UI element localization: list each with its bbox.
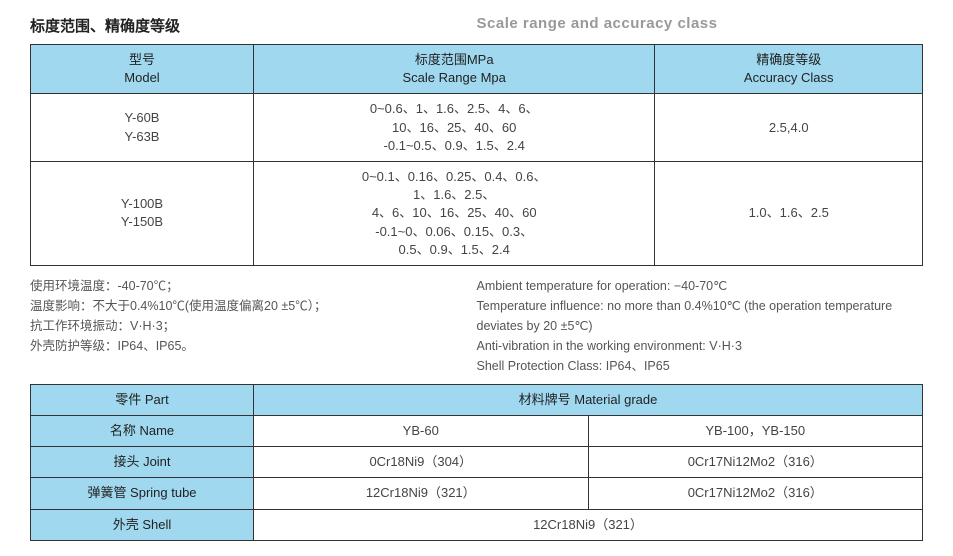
- table-row: 接头 Joint 0Cr18Ni9（304） 0Cr17Ni12Mo2（316）: [31, 447, 923, 478]
- header-accuracy-en: Accuracy Class: [663, 69, 914, 87]
- header-yb60: YB-60: [254, 416, 589, 447]
- notes-section: 使用环境温度：-40-70℃； 温度影响：不大于0.4%10℃(使用温度偏离20…: [30, 276, 923, 376]
- title-cn: 标度范围、精确度等级: [30, 15, 477, 36]
- notes-en: Ambient temperature for operation: −40-7…: [477, 276, 924, 376]
- cell-range: 0~0.6、1、1.6、2.5、4、6、 10、16、25、40、60 -0.1…: [254, 94, 655, 162]
- table-row: 外壳 Shell 12Cr18Ni9（321）: [31, 509, 923, 540]
- header-range: 标度范围MPa Scale Range Mpa: [254, 45, 655, 94]
- header-material: 材料牌号 Material grade: [254, 384, 923, 415]
- material-table: 零件 Part 材料牌号 Material grade 名称 Name YB-6…: [30, 384, 923, 541]
- cell-part: 弹簧管 Spring tube: [31, 478, 254, 509]
- section-titles: 标度范围、精确度等级 Scale range and accuracy clas…: [30, 15, 923, 36]
- note-line: 抗工作环境振动：V·H·3；: [30, 316, 457, 336]
- note-line: Shell Protection Class: IP64、IP65: [477, 356, 904, 376]
- table-row: 弹簧管 Spring tube 12Cr18Ni9（321） 0Cr17Ni12…: [31, 478, 923, 509]
- cell-yb100: 0Cr17Ni12Mo2（316）: [588, 447, 923, 478]
- note-line: 使用环境温度：-40-70℃；: [30, 276, 457, 296]
- header-range-cn: 标度范围MPa: [262, 51, 646, 69]
- cell-part: 接头 Joint: [31, 447, 254, 478]
- cell-yb60: 12Cr18Ni9（321）: [254, 478, 589, 509]
- cell-yb60: 0Cr18Ni9（304）: [254, 447, 589, 478]
- title-en: Scale range and accuracy class: [477, 15, 924, 36]
- header-accuracy: 精确度等级 Accuracy Class: [655, 45, 923, 94]
- notes-cn: 使用环境温度：-40-70℃； 温度影响：不大于0.4%10℃(使用温度偏离20…: [30, 276, 477, 376]
- header-model-en: Model: [39, 69, 245, 87]
- cell-accuracy: 2.5,4.0: [655, 94, 923, 162]
- cell-shell-all: 12Cr18Ni9（321）: [254, 509, 923, 540]
- note-line: Anti-vibration in the working environmen…: [477, 336, 904, 356]
- cell-model: Y-100B Y-150B: [31, 161, 254, 265]
- cell-range: 0~0.1、0.16、0.25、0.4、0.6、 1、1.6、2.5、 4、6、…: [254, 161, 655, 265]
- note-line: 外壳防护等级：IP64、IP65。: [30, 336, 457, 356]
- cell-part: 外壳 Shell: [31, 509, 254, 540]
- table-row: Y-60B Y-63B 0~0.6、1、1.6、2.5、4、6、 10、16、2…: [31, 94, 923, 162]
- cell-model: Y-60B Y-63B: [31, 94, 254, 162]
- header-model-cn: 型号: [39, 51, 245, 69]
- cell-yb100: 0Cr17Ni12Mo2（316）: [588, 478, 923, 509]
- note-line: 温度影响：不大于0.4%10℃(使用温度偏离20 ±5℃）；: [30, 296, 457, 316]
- header-yb100: YB-100，YB-150: [588, 416, 923, 447]
- header-accuracy-cn: 精确度等级: [663, 51, 914, 69]
- table-row: Y-100B Y-150B 0~0.1、0.16、0.25、0.4、0.6、 1…: [31, 161, 923, 265]
- header-range-en: Scale Range Mpa: [262, 69, 646, 87]
- cell-accuracy: 1.0、1.6、2.5: [655, 161, 923, 265]
- note-line: Ambient temperature for operation: −40-7…: [477, 276, 904, 296]
- note-line: Temperature influence: no more than 0.4%…: [477, 296, 904, 336]
- header-model: 型号 Model: [31, 45, 254, 94]
- scale-range-table: 型号 Model 标度范围MPa Scale Range Mpa 精确度等级 A…: [30, 44, 923, 266]
- header-name: 名称 Name: [31, 416, 254, 447]
- header-part: 零件 Part: [31, 384, 254, 415]
